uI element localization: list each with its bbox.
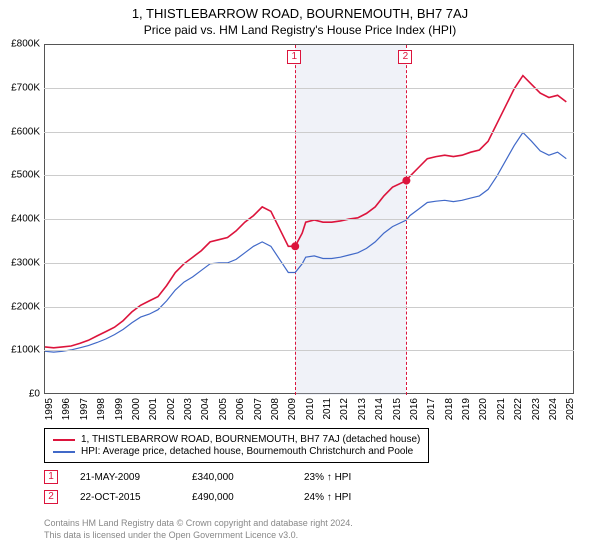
gridline-h	[44, 219, 574, 220]
x-tick-label: 1999	[114, 398, 125, 420]
gridline-h	[44, 175, 574, 176]
x-tick-label: 2008	[270, 398, 281, 420]
legend-row-blue: HPI: Average price, detached house, Bour…	[53, 446, 420, 457]
x-tick-label: 2007	[253, 398, 264, 420]
y-tick-label: £0	[4, 389, 40, 400]
x-tick-label: 2022	[513, 398, 524, 420]
y-tick-label: £600K	[4, 126, 40, 137]
y-tick-label: £700K	[4, 82, 40, 93]
x-tick-label: 2003	[183, 398, 194, 420]
x-tick-label: 2020	[478, 398, 489, 420]
x-tick-label: 2015	[392, 398, 403, 420]
gridline-h	[44, 307, 574, 308]
x-tick-label: 1996	[61, 398, 72, 420]
sale-row-marker: 1	[44, 470, 58, 484]
sale-date: 22-OCT-2015	[80, 492, 170, 503]
sale-marker-flag: 1	[287, 50, 301, 64]
x-tick-label: 2000	[131, 398, 142, 420]
sale-price: £340,000	[192, 472, 282, 483]
x-tick-label: 1998	[96, 398, 107, 420]
sale-date: 21-MAY-2009	[80, 472, 170, 483]
x-tick-label: 2011	[322, 398, 333, 420]
footer-line2: This data is licensed under the Open Gov…	[44, 530, 298, 540]
footer-attribution: Contains HM Land Registry data © Crown c…	[44, 518, 353, 541]
legend-row-red: 1, THISTLEBARROW ROAD, BOURNEMOUTH, BH7 …	[53, 434, 420, 445]
legend-swatch-red	[53, 439, 75, 441]
y-tick-label: £300K	[4, 257, 40, 268]
sale-price: £490,000	[192, 492, 282, 503]
x-tick-label: 2016	[409, 398, 420, 420]
x-tick-label: 2014	[374, 398, 385, 420]
x-tick-label: 2002	[166, 398, 177, 420]
sale-row-marker: 2	[44, 490, 58, 504]
sale-row: 2 22-OCT-2015 £490,000 24% ↑ HPI	[44, 490, 384, 504]
legend-label-red: 1, THISTLEBARROW ROAD, BOURNEMOUTH, BH7 …	[81, 434, 420, 445]
x-tick-label: 2024	[548, 398, 559, 420]
x-tick-label: 2017	[426, 398, 437, 420]
sale-point-dot	[291, 242, 299, 250]
y-tick-label: £200K	[4, 301, 40, 312]
x-tick-label: 2004	[200, 398, 211, 420]
y-tick-label: £100K	[4, 345, 40, 356]
x-tick-label: 2021	[496, 398, 507, 420]
chart-container: 1, THISTLEBARROW ROAD, BOURNEMOUTH, BH7 …	[0, 0, 600, 560]
sale-marker-flag: 2	[398, 50, 412, 64]
x-tick-label: 2025	[565, 398, 576, 420]
x-tick-label: 2010	[305, 398, 316, 420]
chart-subtitle: Price paid vs. HM Land Registry's House …	[0, 23, 600, 37]
y-tick-label: £500K	[4, 170, 40, 181]
x-tick-label: 2009	[287, 398, 298, 420]
gridline-h	[44, 350, 574, 351]
line-plot-svg	[45, 45, 575, 395]
gridline-h	[44, 132, 574, 133]
gridline-h	[44, 88, 574, 89]
legend-swatch-blue	[53, 451, 75, 453]
y-tick-label: £800K	[4, 39, 40, 50]
gridline-h	[44, 263, 574, 264]
x-tick-label: 1997	[79, 398, 90, 420]
x-tick-label: 2018	[444, 398, 455, 420]
sale-row: 1 21-MAY-2009 £340,000 23% ↑ HPI	[44, 470, 384, 484]
sale-point-dot	[402, 177, 410, 185]
series-blue	[45, 133, 566, 353]
sales-table: 1 21-MAY-2009 £340,000 23% ↑ HPI 2 22-OCT-201…	[44, 470, 384, 510]
legend-label-blue: HPI: Average price, detached house, Bour…	[81, 446, 413, 457]
y-tick-label: £400K	[4, 214, 40, 225]
title-block: 1, THISTLEBARROW ROAD, BOURNEMOUTH, BH7 …	[0, 0, 600, 39]
x-tick-label: 2005	[218, 398, 229, 420]
x-tick-label: 2023	[531, 398, 542, 420]
x-tick-label: 2013	[357, 398, 368, 420]
sale-pct-vs-hpi: 23% ↑ HPI	[304, 472, 384, 483]
x-tick-label: 2001	[148, 398, 159, 420]
sale-pct-vs-hpi: 24% ↑ HPI	[304, 492, 384, 503]
footer-line1: Contains HM Land Registry data © Crown c…	[44, 518, 353, 528]
chart-title: 1, THISTLEBARROW ROAD, BOURNEMOUTH, BH7 …	[0, 6, 600, 21]
x-tick-label: 2006	[235, 398, 246, 420]
x-tick-label: 2019	[461, 398, 472, 420]
x-tick-label: 1995	[44, 398, 55, 420]
x-tick-label: 2012	[339, 398, 350, 420]
legend-box: 1, THISTLEBARROW ROAD, BOURNEMOUTH, BH7 …	[44, 428, 429, 463]
